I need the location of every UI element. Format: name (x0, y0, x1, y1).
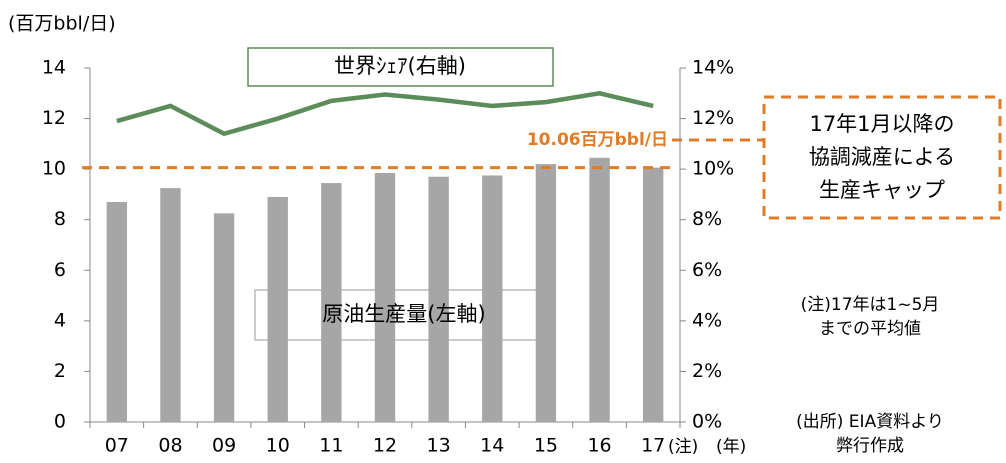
x-tick-label: 11 (319, 435, 343, 457)
y-tick-label: 10 (42, 158, 66, 180)
x-tick-label: 08 (158, 435, 182, 457)
x-tick-label: 17 (641, 435, 665, 457)
bar (321, 183, 342, 422)
bar (428, 176, 449, 422)
y2-tick-label: 12% (692, 107, 734, 129)
y-tick-label: 0 (54, 411, 66, 433)
x-tick-label: 07 (105, 435, 129, 457)
legend-box (247, 47, 554, 87)
x-annotation: (年) (716, 437, 746, 457)
reference-label: 10.06百万bbl/日 (527, 130, 668, 150)
x-tick-label: 12 (373, 435, 397, 457)
legend-box (254, 289, 554, 341)
y2-tick-label: 8% (692, 208, 722, 230)
note-text: までの平均値 (819, 319, 921, 339)
y-tick-label: 12 (42, 107, 66, 129)
callout-text: 生産キャップ (819, 178, 945, 202)
x-annotation: (注) (668, 437, 698, 457)
x-tick-label: 13 (427, 435, 451, 457)
y-tick-label: 8 (54, 208, 66, 230)
x-tick-label: 09 (212, 435, 236, 457)
note-text: (注)17年は1~5月 (801, 295, 940, 315)
line-series (116, 90, 654, 137)
x-tick-label: 16 (587, 435, 611, 457)
bar (267, 196, 288, 422)
y-tick-label: 6 (54, 259, 66, 281)
y2-tick-label: 4% (692, 309, 722, 331)
y-tick-label: 4 (54, 309, 66, 331)
x-tick-label: 10 (266, 435, 290, 457)
y2-tick-label: 14% (692, 57, 734, 79)
y-tick-label: 2 (54, 360, 66, 382)
bar (374, 172, 396, 422)
y2-tick-label: 0% (692, 411, 722, 433)
legend-label: 世界ｼｪｱ(右軸) (334, 54, 466, 78)
x-tick-label: 15 (534, 435, 558, 457)
bar (589, 157, 610, 422)
source-text: (出所) EIA資料より (796, 412, 944, 432)
callout-text: 協調減産による (809, 145, 955, 169)
bar (535, 164, 557, 423)
y2-tick-label: 10% (692, 158, 734, 180)
y2-tick-label: 6% (692, 259, 722, 281)
bar (213, 213, 235, 422)
callout-box (762, 95, 1002, 220)
bar (642, 167, 664, 422)
callout-text: 17年1月以降の (809, 112, 954, 136)
source-text: 弊行作成 (836, 436, 904, 456)
bar (106, 202, 128, 422)
y-axis-label: (百万bbl/日) (8, 13, 116, 35)
y2-tick-label: 2% (692, 360, 722, 382)
bar (160, 188, 181, 422)
x-tick-label: 14 (480, 435, 504, 457)
bar (482, 175, 503, 422)
legend-label: 原油生産量(左軸) (322, 302, 485, 326)
y-tick-label: 14 (42, 57, 66, 79)
